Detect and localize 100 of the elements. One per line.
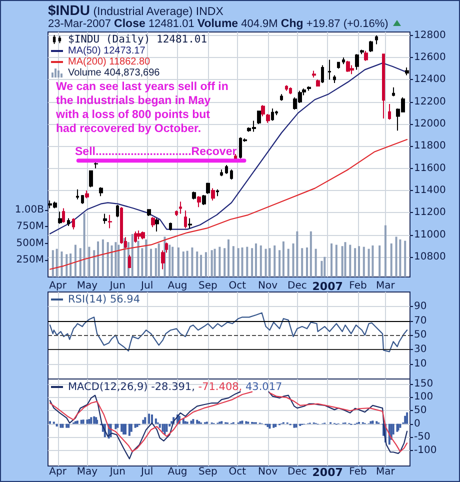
- bar: [137, 240, 140, 277]
- legend-label: MACD(12,26,9) -28.391,: [68, 381, 195, 393]
- candlestick: [99, 186, 103, 197]
- bar: [282, 241, 284, 277]
- bar: [246, 246, 248, 277]
- bar: [399, 239, 402, 277]
- candlestick: [72, 218, 75, 230]
- x-tick-label: Nov: [258, 280, 278, 292]
- bar: [80, 420, 82, 424]
- y-tick-label: 11200: [414, 207, 446, 218]
- bar: [349, 244, 352, 277]
- bar: [116, 424, 119, 428]
- chart-subtitle: 23-Mar-2007 Close 12481.01 Volume 404.9M Chg +19.87 (+0.16%): [48, 18, 388, 30]
- bar: [324, 256, 326, 277]
- candlestick: [134, 231, 137, 244]
- candlestick: [151, 216, 155, 228]
- bar: [260, 245, 262, 277]
- candlestick: [188, 218, 192, 229]
- bar: [192, 419, 194, 424]
- y2-tick-label: 500M: [16, 238, 44, 249]
- bar: [220, 421, 223, 424]
- candlestick: [350, 64, 354, 75]
- bar: [200, 254, 202, 277]
- y-tick-label: 50: [414, 330, 427, 341]
- candlestick: [285, 84, 288, 92]
- legend-label: $INDU (Daily) 12481.01: [68, 34, 208, 46]
- candlestick: [169, 222, 172, 231]
- line-series: [49, 138, 408, 270]
- text: 43.017: [245, 381, 282, 393]
- x-tick-label: Mar: [376, 280, 396, 292]
- bar: [182, 418, 184, 424]
- y-tick-label: 90: [414, 300, 427, 312]
- bar: [204, 252, 207, 277]
- candlestick: [392, 86, 395, 97]
- bar: [278, 250, 281, 277]
- y-tick-label: 0: [414, 418, 420, 430]
- y-tick-label: 50: [414, 404, 427, 416]
- x-tick-label: 2007: [312, 280, 343, 293]
- bar: [404, 416, 406, 424]
- bar: [52, 250, 54, 277]
- bar: [358, 246, 360, 277]
- bar: [196, 420, 198, 424]
- y-tick-label: 10800: [414, 252, 446, 263]
- bar: [82, 420, 84, 424]
- x-tick-label: Jun: [108, 466, 126, 478]
- bar: [320, 260, 323, 277]
- y2-tick-label: 1.00B: [14, 204, 44, 216]
- x-tick-label: 2007: [312, 466, 343, 479]
- candlestick: [155, 218, 159, 232]
- bar: [399, 424, 402, 428]
- legend-label: MA(50) 12473.17: [68, 46, 146, 56]
- bar: [102, 239, 104, 277]
- y-tick-label: 11800: [414, 140, 446, 152]
- bar: [145, 239, 148, 277]
- bar: [97, 241, 100, 277]
- candlestick: [120, 206, 123, 244]
- y-tick-label: -50: [414, 432, 430, 443]
- candlestick: [108, 214, 112, 229]
- candlestick: [147, 208, 151, 217]
- candlestick: [333, 74, 336, 84]
- bar: [314, 248, 317, 277]
- bar: [368, 248, 370, 277]
- x-tick-label: Sep: [198, 280, 218, 292]
- bar: [114, 242, 117, 277]
- bar: [404, 240, 406, 277]
- bar: [295, 424, 298, 428]
- bar: [122, 424, 125, 435]
- y-tick-label: 11600: [414, 162, 446, 174]
- annotation: Sell..............................Recover: [75, 146, 238, 158]
- bar: [83, 213, 86, 277]
- bar: [118, 244, 120, 277]
- y-tick-label: 11400: [414, 185, 446, 196]
- candlestick: [405, 66, 409, 76]
- x-tick-label: Aug: [168, 466, 188, 478]
- bar: [150, 248, 152, 277]
- bar: [66, 424, 68, 428]
- candlestick: [216, 188, 219, 197]
- candlestick: [266, 114, 270, 124]
- bar: [74, 244, 76, 277]
- bar: [142, 420, 144, 424]
- bar: [254, 243, 257, 277]
- bar: [170, 421, 173, 424]
- x-tick-label: Jun: [108, 280, 126, 292]
- bar: [237, 248, 240, 277]
- bar: [390, 243, 392, 277]
- bar: [60, 251, 63, 277]
- candlestick: [220, 168, 223, 177]
- bar: [232, 246, 234, 277]
- bar: [245, 421, 248, 424]
- candlestick: [271, 108, 274, 122]
- bar: [241, 247, 244, 277]
- bar: [182, 251, 184, 277]
- candlestick: [211, 188, 215, 202]
- legend-label: RSI(14) 56.94: [68, 294, 140, 306]
- bar: [190, 420, 192, 424]
- bar: [172, 246, 174, 277]
- bar: [70, 254, 72, 277]
- series-label: -71.408,: [198, 381, 242, 393]
- candlestick: [85, 190, 89, 199]
- candlestick: [375, 34, 378, 45]
